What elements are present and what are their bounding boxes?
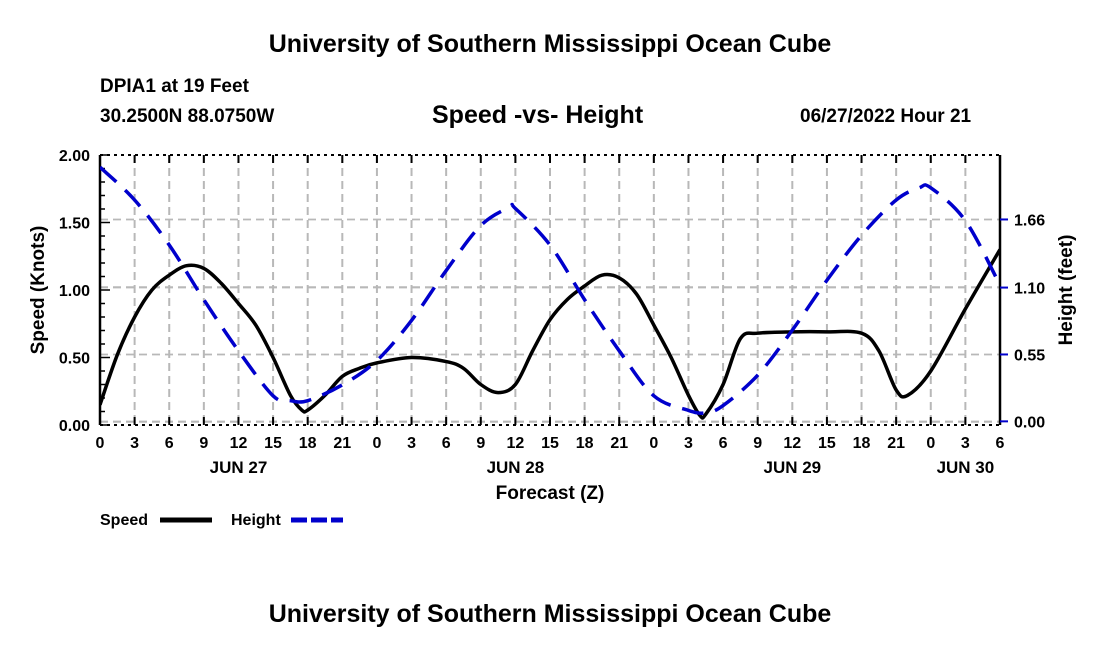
x-tick-label: 9 [199, 435, 208, 452]
y2-tick-label: 1.10 [1014, 281, 1045, 298]
chart-title: Speed -vs- Height [432, 101, 644, 129]
y2-axis-label: Height (feet) [1056, 235, 1077, 346]
x-tick-label: 3 [407, 435, 416, 452]
x-tick-label: 18 [299, 435, 317, 452]
day-label: JUN 27 [210, 458, 268, 477]
series-height-line [100, 165, 1000, 415]
day-label: JUN 28 [487, 458, 545, 477]
x-tick-label: 0 [96, 435, 105, 452]
x-tick-label: 6 [165, 435, 174, 452]
x-tick-label: 3 [684, 435, 693, 452]
y2-tick-label: 0.55 [1014, 347, 1045, 364]
x-tick-label: 12 [230, 435, 248, 452]
y2-tick-label: 0.00 [1014, 414, 1045, 431]
x-tick-label: 15 [818, 435, 836, 452]
x-tick-label: 12 [783, 435, 801, 452]
y-tick-label: 1.00 [59, 283, 90, 300]
y2-tick-label: 1.66 [1014, 212, 1045, 229]
x-axis-label: Forecast (Z) [496, 483, 605, 504]
coordinates-label: 30.2500N 88.0750W [100, 106, 275, 127]
x-tick-label: 3 [130, 435, 139, 452]
x-tick-label: 21 [333, 435, 351, 452]
x-tick-label: 6 [442, 435, 451, 452]
datetime-label: 06/27/2022 Hour 21 [800, 106, 972, 127]
series-speed-line [100, 248, 1000, 420]
x-tick-label: 21 [610, 435, 628, 452]
x-tick-label: 0 [372, 435, 381, 452]
x-tick-label: 3 [961, 435, 970, 452]
day-label: JUN 30 [937, 458, 995, 477]
y-tick-label: 1.50 [59, 216, 90, 233]
footer-title: University of Southern Mississippi Ocean… [268, 600, 832, 628]
x-tick-label: 9 [476, 435, 485, 452]
x-tick-label: 18 [853, 435, 871, 452]
x-tick-label: 9 [753, 435, 762, 452]
legend-label-height: Height [231, 512, 281, 529]
y-tick-label: 0.50 [59, 351, 90, 368]
legend-label-speed: Speed [100, 512, 148, 529]
y-tick-label: 0.00 [59, 418, 90, 435]
x-tick-label: 18 [576, 435, 594, 452]
y-axis-label: Speed (Knots) [28, 226, 49, 355]
main-title: University of Southern Mississippi Ocean… [268, 30, 832, 58]
x-tick-label: 15 [541, 435, 559, 452]
station-label: DPIA1 at 19 Feet [100, 76, 249, 97]
day-label: JUN 29 [763, 458, 821, 477]
y-tick-label: 2.00 [59, 148, 90, 165]
x-tick-label: 6 [719, 435, 728, 452]
x-tick-label: 12 [506, 435, 524, 452]
x-tick-label: 21 [887, 435, 905, 452]
x-tick-label: 0 [649, 435, 658, 452]
x-tick-label: 0 [926, 435, 935, 452]
x-tick-label: 15 [264, 435, 282, 452]
x-tick-label: 6 [996, 435, 1005, 452]
